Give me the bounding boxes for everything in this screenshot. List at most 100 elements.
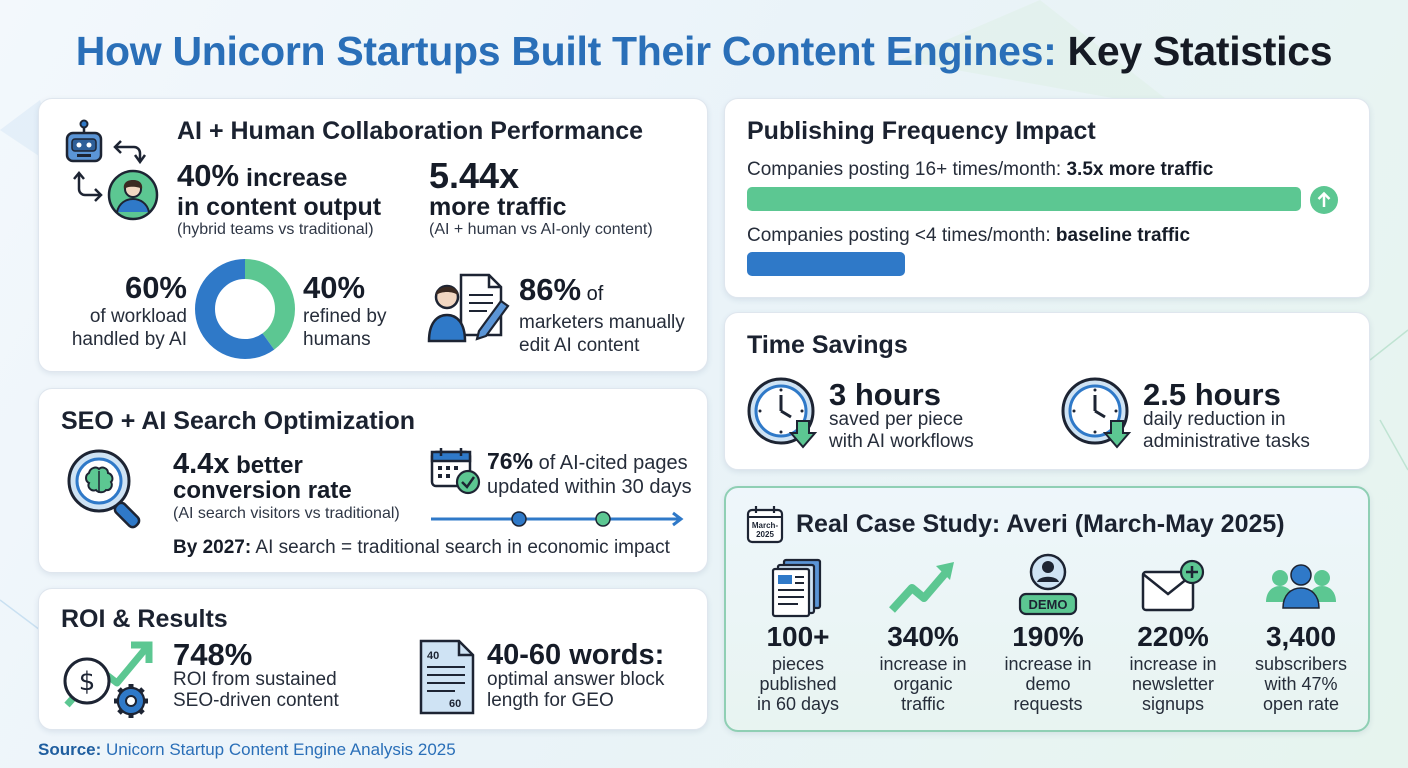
- case-stat-line2: with 47%: [1264, 674, 1338, 694]
- doc-top-number: 40: [427, 650, 439, 662]
- human-share-value: 40%: [303, 270, 366, 305]
- bar-under-4-posts: [747, 252, 906, 276]
- case-stat-value: 3,400: [1265, 621, 1337, 652]
- case-stat-value: 100+: [766, 621, 830, 652]
- group-icon: [1266, 564, 1336, 609]
- roi-title: ROI & Results: [61, 605, 228, 633]
- title-part-blue: How Unicorn Startups Built Their Content…: [75, 28, 1057, 74]
- case-stat-2: 340% increase in organic traffic: [861, 620, 985, 714]
- case-stat-4: 220% increase in newsletter signups: [1111, 620, 1235, 714]
- marketers-stat-value: 86%: [519, 272, 582, 307]
- case-stat-line2: demo: [1025, 674, 1071, 694]
- human-share-line1: refined by: [303, 306, 387, 327]
- time2-line1: daily reduction in: [1143, 409, 1286, 430]
- doc-bottom-number: 60: [449, 698, 461, 710]
- ai-share-value: 60%: [124, 270, 187, 305]
- output-stat-note: (hybrid teams vs traditional): [177, 221, 374, 238]
- cited-suffix: of AI-cited pages: [533, 452, 688, 474]
- ai-share-line1: of workload: [89, 306, 187, 327]
- source-text: Unicorn Startup Content Engine Analysis …: [101, 740, 456, 759]
- marketers-stat-line0: 86% of: [519, 273, 685, 311]
- case-stat-line1: increase in: [1129, 654, 1217, 674]
- case-stat-value: 220%: [1137, 621, 1209, 652]
- case-stat-line3: traffic: [901, 694, 945, 714]
- arrow-up-circle-icon: [1310, 186, 1338, 214]
- conversion-line1: 4.4x better: [173, 449, 303, 481]
- conversion-value: 4.4x: [173, 448, 230, 480]
- publishing-row1-label: Companies posting 16+ times/month: 3.5x …: [747, 159, 1213, 181]
- marketers-line1: marketers manually: [519, 312, 685, 333]
- output-stat-line1: 40% increase: [177, 159, 347, 195]
- publishing-title: Publishing Frequency Impact: [747, 117, 1096, 145]
- traffic-stat-note: (AI + human vs AI-only content): [429, 221, 653, 238]
- donut-right-label: 40% refined by humans: [303, 271, 386, 351]
- svg-text:$: $: [79, 667, 96, 697]
- dollar-growth-gear-icon: $: [63, 641, 153, 718]
- cited-stat: 76% of AI-cited pages updated within 30 …: [487, 449, 692, 499]
- case-study-title: Real Case Study: Averi (March-May 2025): [796, 510, 1285, 538]
- title-part-dark: Key Statistics: [1067, 28, 1333, 74]
- bar-16-plus-posts: [747, 187, 1301, 211]
- trend-up-icon: [889, 562, 954, 613]
- calendar-icon: March- 2025: [746, 506, 784, 544]
- row1-emphasis: 3.5x more traffic: [1066, 159, 1214, 180]
- time1-line2: with AI workflows: [829, 431, 974, 452]
- page-title: How Unicorn Startups Built Their Content…: [0, 28, 1408, 75]
- case-stat-value: 340%: [887, 621, 959, 652]
- workload-donut-chart: [195, 259, 295, 359]
- robot-human-cycle-icon: [65, 119, 159, 221]
- calendar-label-top: March-: [752, 521, 779, 530]
- case-stat-line2: newsletter: [1131, 674, 1215, 694]
- ai-human-title: AI + Human Collaboration Performance: [177, 117, 644, 145]
- donut-slice-ai: [195, 259, 295, 359]
- output-stat-line2: in content output: [177, 193, 382, 221]
- conversion-note: (AI search visitors vs traditional): [173, 505, 400, 522]
- cited-value: 76%: [487, 448, 534, 474]
- magnifier-brain-icon: [67, 449, 141, 529]
- seo-title: SEO + AI Search Optimization: [61, 407, 416, 435]
- traffic-stat-line2: more traffic: [429, 193, 567, 221]
- output-stat-suffix: increase: [239, 164, 348, 192]
- time2-line2: administrative tasks: [1143, 431, 1310, 452]
- human-share-line2: humans: [303, 329, 371, 350]
- roi-value: 748%: [173, 637, 253, 672]
- words-line2: length for GEO: [487, 690, 614, 711]
- row2-label: Companies posting <4 times/month:: [747, 225, 1056, 246]
- ai-share-line2: handled by AI: [71, 329, 187, 350]
- calendar-check-icon: [430, 448, 481, 495]
- marketers-stat: 86% of marketers manually edit AI conten…: [519, 273, 685, 357]
- case-stat-line1: increase in: [879, 654, 967, 674]
- donut-left-label: 60% of workload handled by AI: [53, 271, 187, 351]
- marketers-line2: edit AI content: [519, 335, 640, 356]
- case-stat-line3: in 60 days: [756, 694, 840, 714]
- person-edit-document-icon: [427, 273, 510, 343]
- case-stat-line2: published: [759, 674, 837, 694]
- documents-icon: [771, 558, 822, 618]
- conversion-suffix: better: [229, 452, 303, 479]
- demo-label: DEMO: [1029, 597, 1068, 612]
- timeline-arrow: [431, 511, 684, 527]
- case-stat-line1: subscribers: [1254, 654, 1348, 674]
- case-stat-5: 3,400 subscribers with 47% open rate: [1239, 620, 1363, 714]
- case-stat-value: 190%: [1012, 621, 1084, 652]
- ai-human-card: AI + Human Collaboration Performance 40%…: [38, 98, 708, 372]
- output-stat-value: 40%: [177, 158, 240, 193]
- roi-line1: ROI from sustained: [173, 669, 337, 690]
- by2027-line: By 2027: AI search = traditional search …: [173, 537, 670, 559]
- source-label: Source:: [38, 740, 102, 759]
- calendar-label-bottom: 2025: [756, 530, 774, 539]
- time2-value: 2.5 hours: [1143, 377, 1281, 412]
- by2027-label: By 2027:: [173, 537, 252, 558]
- case-stat-line3: open rate: [1262, 694, 1340, 714]
- case-stat-line3: requests: [1013, 694, 1083, 714]
- words-value: 40-60 words:: [487, 639, 665, 671]
- time1-line1: saved per piece: [829, 409, 964, 430]
- marketers-stat-suffix: of: [581, 283, 604, 305]
- time-savings-card: Time Savings 3 hours saved per piece wit…: [724, 312, 1370, 470]
- clock-down-arrow-icon: [1061, 377, 1132, 449]
- by2027-text: AI search = traditional search in econom…: [251, 537, 670, 558]
- traffic-stat-value: 5.44x: [429, 155, 520, 196]
- case-stat-line1: increase in: [1004, 654, 1092, 674]
- row1-label: Companies posting 16+ times/month:: [747, 159, 1067, 180]
- cited-line2: updated within 30 days: [487, 476, 692, 498]
